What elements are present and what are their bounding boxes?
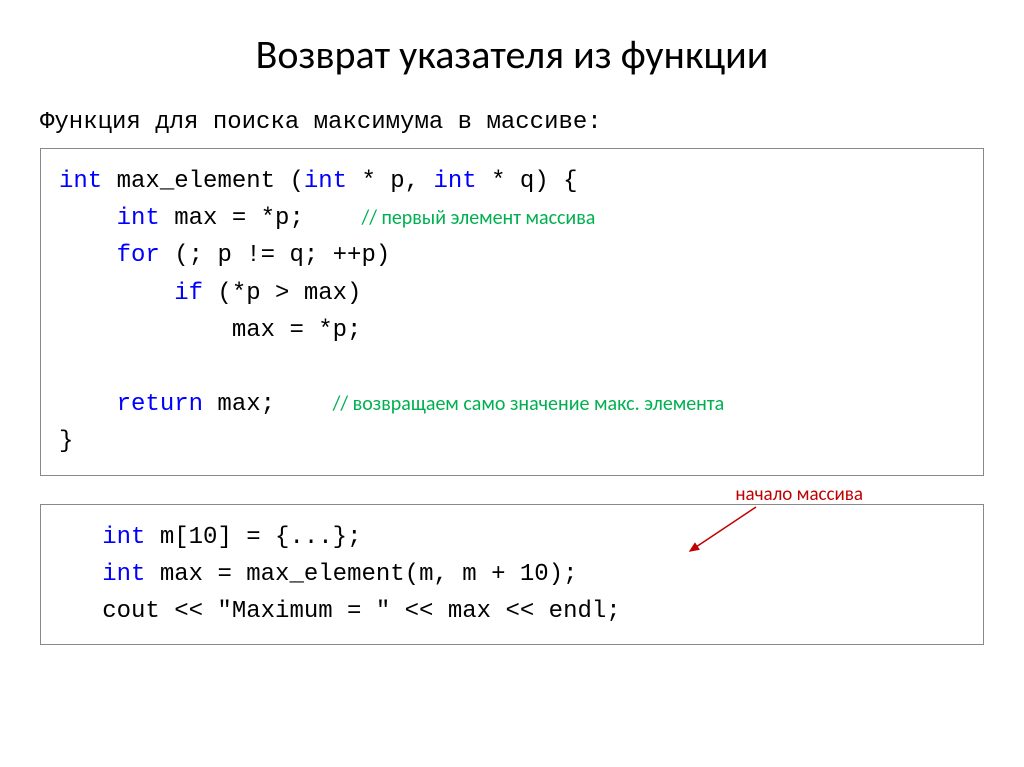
code-text: * p, xyxy=(347,168,433,195)
code-text xyxy=(59,242,117,269)
slide-title: Возврат указателя из функции xyxy=(40,30,984,79)
code-text xyxy=(59,391,117,418)
kw-int: int xyxy=(102,561,145,588)
code-text: max = *p; xyxy=(160,205,362,232)
kw-int: int xyxy=(59,168,102,195)
code-text xyxy=(59,205,117,232)
code-box-1: int max_element (int * p, int * q) { int… xyxy=(40,148,984,476)
code-text: max; xyxy=(203,391,333,418)
kw-if: if xyxy=(174,280,203,307)
subtitle: Функция для поиска максимума в массиве: xyxy=(40,109,984,136)
kw-int: int xyxy=(117,205,160,232)
code-text: (*p > max) xyxy=(203,280,361,307)
kw-int: int xyxy=(102,524,145,551)
code-block-1: int max_element (int * p, int * q) { int… xyxy=(59,163,965,461)
comment: // возвращаем само значение макс. элемен… xyxy=(333,392,725,416)
code-text: (; p != q; ++p) xyxy=(160,242,390,269)
code-text xyxy=(59,524,102,551)
code-text: cout << "Maximum = " << max << endl; xyxy=(59,598,621,625)
kw-int: int xyxy=(434,168,477,195)
code-text: } xyxy=(59,428,73,455)
comment: // первый элемент массива xyxy=(361,206,595,230)
code-text xyxy=(59,280,174,307)
code-text: max = max_element(m, m + 10); xyxy=(145,561,577,588)
code-text xyxy=(59,561,102,588)
kw-int: int xyxy=(304,168,347,195)
code-block-2: int m[10] = {...}; int max = max_element… xyxy=(59,519,965,631)
kw-for: for xyxy=(117,242,160,269)
code-box-2: int m[10] = {...}; int max = max_element… xyxy=(40,504,984,646)
code-text: * q) { xyxy=(477,168,578,195)
kw-return: return xyxy=(117,391,203,418)
code-text: max_element ( xyxy=(102,168,304,195)
code-text: max = *p; xyxy=(59,317,361,344)
code-text: m[10] = {...}; xyxy=(145,524,361,551)
annotation-label: начало массива xyxy=(735,483,863,506)
